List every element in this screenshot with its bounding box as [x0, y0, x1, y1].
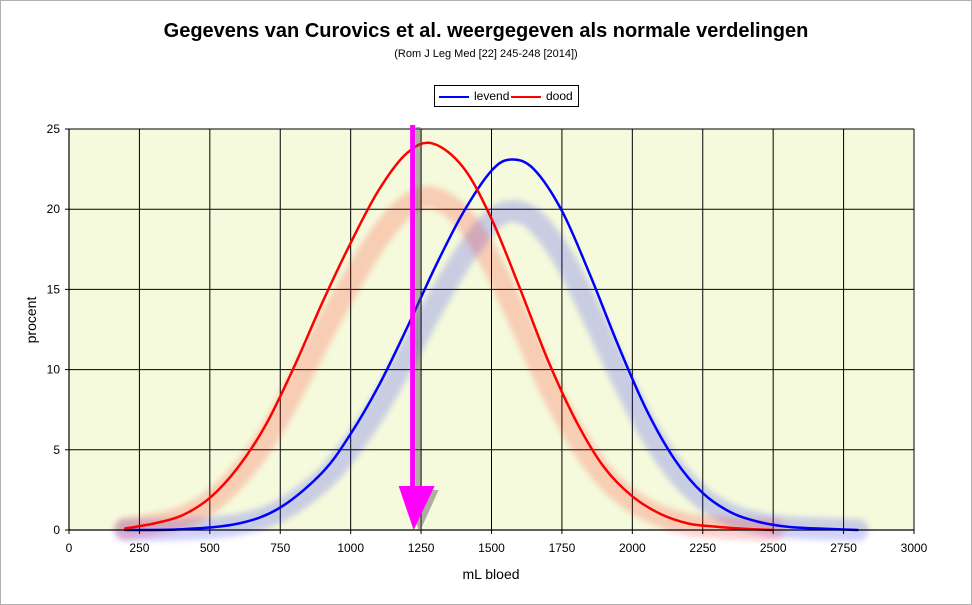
y-tick-label: 25	[47, 122, 61, 136]
x-tick-label: 2000	[619, 541, 646, 555]
x-tick-label: 2750	[830, 541, 857, 555]
arrow-shaft	[410, 125, 416, 490]
x-tick-label: 2500	[760, 541, 787, 555]
curve-shadows	[114, 186, 869, 541]
series-shadow-dood	[114, 186, 785, 541]
chart-title: Gegevens van Curovics et al. weergegeven…	[163, 20, 809, 42]
chart-legend: levend dood	[434, 85, 579, 107]
axes: 0 250 500 750 1000 1250 1500 1750 2000 2250 2500 27…	[47, 122, 928, 555]
arrow-head	[398, 486, 435, 530]
chart-subtitle: (Rom J Leg Med [22] 245-248 [2014])	[394, 48, 578, 60]
x-tick-label: 1750	[549, 541, 576, 555]
x-tick-label: 1250	[408, 541, 435, 555]
x-tick-label: 1500	[478, 541, 505, 555]
y-tick-label: 15	[47, 282, 61, 296]
y-tick-label: 20	[47, 202, 61, 216]
y-tick-label: 0	[53, 523, 60, 537]
arrow-shaft-shadow	[415, 127, 421, 492]
y-tick-label: 5	[53, 443, 60, 457]
x-tick-label: 750	[270, 541, 290, 555]
x-tick-label: 3000	[901, 541, 928, 555]
annotations	[398, 125, 439, 532]
y-axis-label: procent	[23, 296, 39, 344]
x-tick-label: 2250	[689, 541, 716, 555]
legend-line-levend	[439, 96, 469, 98]
x-tick-label: 0	[66, 541, 73, 555]
x-tick-label: 500	[200, 541, 220, 555]
legend-label-levend: levend	[474, 89, 510, 103]
x-tick-label: 1000	[337, 541, 364, 555]
series-line-levend	[124, 158, 859, 532]
legend-label-dood: dood	[546, 89, 573, 103]
legend-line-dood	[511, 96, 541, 98]
y-tick-label: 10	[47, 363, 61, 377]
x-axis-label: mL bloed	[462, 566, 520, 582]
x-tick-label: 250	[129, 541, 149, 555]
series-lines	[124, 141, 859, 532]
series-line-dood	[124, 141, 775, 532]
series-shadow-levend	[114, 200, 869, 541]
